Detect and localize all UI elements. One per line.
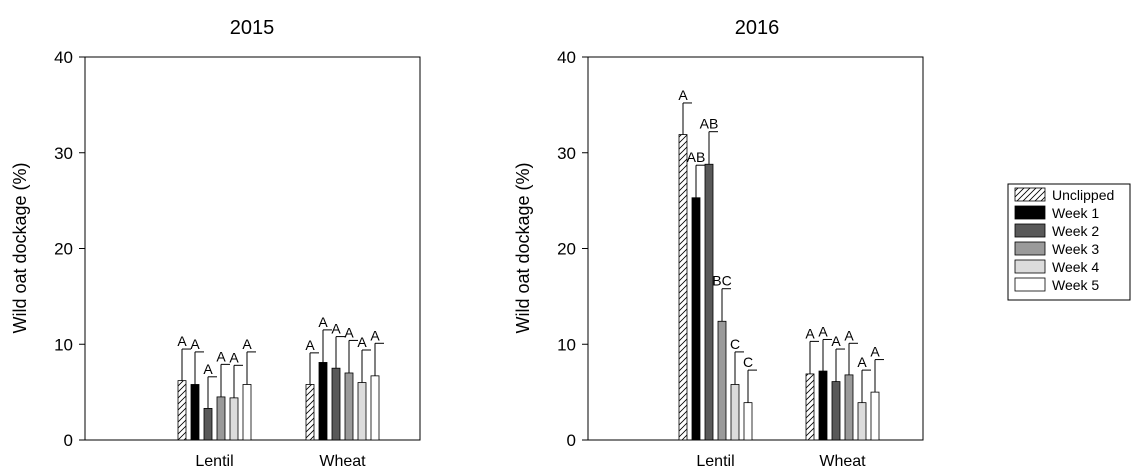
significance-letter: A bbox=[678, 87, 688, 103]
x-tick-label: Lentil bbox=[195, 453, 233, 470]
panel-title: 2015 bbox=[230, 17, 275, 39]
bar bbox=[331, 367, 341, 441]
x-tick-label: Wheat bbox=[319, 453, 366, 470]
legend: Unclipped Week 1 Week 2 Week 3 Week 4 Week 5 bbox=[1007, 183, 1131, 301]
legend-label: Week 1 bbox=[1052, 205, 1099, 221]
bar bbox=[678, 134, 688, 441]
significance-letter: A bbox=[805, 325, 815, 341]
significance-letter: A bbox=[242, 336, 252, 352]
panel-title: 2016 bbox=[735, 17, 780, 39]
bar bbox=[818, 370, 828, 441]
significance-letter: A bbox=[344, 324, 354, 340]
bar bbox=[242, 384, 252, 441]
y-tick-label: 10 bbox=[557, 335, 576, 354]
bar bbox=[730, 384, 740, 441]
y-tick-label: 40 bbox=[54, 48, 73, 67]
bar bbox=[743, 402, 753, 441]
legend-items: Unclipped Week 1 Week 2 Week 3 Week 4 Week 5 bbox=[1014, 187, 1114, 293]
legend-label: Week 2 bbox=[1052, 223, 1099, 239]
significance-letter: A bbox=[177, 333, 187, 349]
significance-letter: A bbox=[831, 333, 841, 349]
bar bbox=[857, 402, 867, 441]
significance-letter: A bbox=[331, 321, 341, 337]
legend-label: Week 3 bbox=[1052, 241, 1099, 257]
legend-label: Week 4 bbox=[1052, 259, 1099, 275]
plot-frame bbox=[587, 56, 924, 441]
bar bbox=[357, 382, 367, 441]
y-axis-label: Wild oat dockage (%) bbox=[513, 162, 533, 333]
significance-letter: AB bbox=[700, 116, 719, 132]
significance-letter: BC bbox=[712, 273, 731, 289]
significance-letter: A bbox=[318, 314, 328, 330]
significance-letter: A bbox=[203, 361, 213, 377]
significance-letter: A bbox=[818, 323, 828, 339]
x-axis-tick-labels: Lentil Wheat bbox=[696, 453, 866, 470]
y-axis-ticks: 0 10 20 30 40 bbox=[54, 48, 85, 450]
bar bbox=[177, 380, 187, 441]
bar bbox=[844, 374, 854, 441]
x-tick-label: Lentil bbox=[696, 453, 734, 470]
significance-letter: A bbox=[857, 354, 867, 370]
y-tick-label: 30 bbox=[54, 144, 73, 163]
panel-2016: 2016 Wild oat dockage (%) 0 10 20 30 40 A AB A… bbox=[513, 17, 924, 470]
bar bbox=[831, 381, 841, 441]
legend-swatch bbox=[1014, 205, 1046, 220]
x-tick-label: Wheat bbox=[819, 453, 866, 470]
significance-letter: A bbox=[844, 327, 854, 343]
y-tick-label: 10 bbox=[54, 335, 73, 354]
legend-label: Unclipped bbox=[1052, 187, 1114, 203]
y-tick-label: 0 bbox=[64, 431, 73, 450]
bar bbox=[805, 373, 815, 441]
significance-letter: AB bbox=[687, 149, 706, 165]
bar bbox=[203, 408, 213, 441]
significance-letter: A bbox=[370, 327, 380, 343]
bar bbox=[190, 384, 200, 441]
bar bbox=[717, 320, 727, 441]
significance-letter: C bbox=[730, 336, 740, 352]
bar bbox=[344, 372, 354, 441]
bar-series: A AAA AA AA A AA A bbox=[177, 314, 384, 441]
y-axis-label: Wild oat dockage (%) bbox=[10, 162, 30, 333]
plot-frame bbox=[84, 56, 421, 441]
bar bbox=[870, 391, 880, 441]
significance-letter: A bbox=[357, 334, 367, 350]
y-tick-label: 0 bbox=[567, 431, 576, 450]
significance-letter: A bbox=[870, 344, 880, 360]
y-tick-label: 40 bbox=[557, 48, 576, 67]
y-tick-label: 20 bbox=[557, 240, 576, 259]
legend-swatch bbox=[1014, 259, 1046, 274]
bar bbox=[704, 163, 714, 441]
x-axis-tick-labels: Lentil Wheat bbox=[195, 453, 366, 470]
y-tick-label: 30 bbox=[557, 144, 576, 163]
significance-letter: A bbox=[216, 348, 226, 364]
legend-swatch bbox=[1014, 187, 1046, 202]
bar bbox=[318, 362, 328, 441]
significance-letter: A bbox=[190, 336, 200, 352]
y-tick-label: 20 bbox=[54, 240, 73, 259]
legend-swatch bbox=[1014, 277, 1046, 292]
bar bbox=[305, 384, 315, 441]
legend-swatch bbox=[1014, 241, 1046, 256]
bar bbox=[691, 197, 701, 441]
bar bbox=[216, 396, 226, 441]
significance-letter: A bbox=[229, 349, 239, 365]
legend-label: Week 5 bbox=[1052, 277, 1099, 293]
y-axis-ticks: 0 10 20 30 40 bbox=[557, 48, 588, 450]
significance-letter: A bbox=[305, 337, 315, 353]
bar bbox=[229, 397, 239, 441]
significance-letter: C bbox=[743, 354, 753, 370]
bar bbox=[370, 375, 380, 441]
legend-swatch bbox=[1014, 223, 1046, 238]
